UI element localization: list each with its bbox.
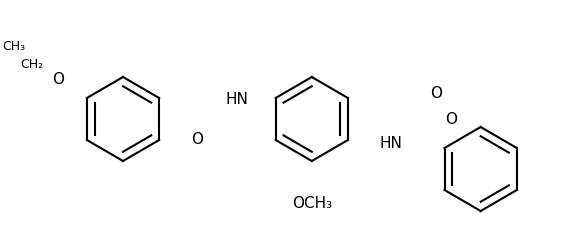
Text: O: O xyxy=(52,72,64,87)
Text: OCH₃: OCH₃ xyxy=(292,197,332,212)
Text: O: O xyxy=(430,87,442,102)
Text: CH₃: CH₃ xyxy=(2,40,26,52)
Text: HN: HN xyxy=(380,136,403,151)
Text: O: O xyxy=(191,132,204,146)
Text: CH₂: CH₂ xyxy=(20,58,43,70)
Text: HN: HN xyxy=(226,91,249,106)
Text: O: O xyxy=(445,111,457,127)
